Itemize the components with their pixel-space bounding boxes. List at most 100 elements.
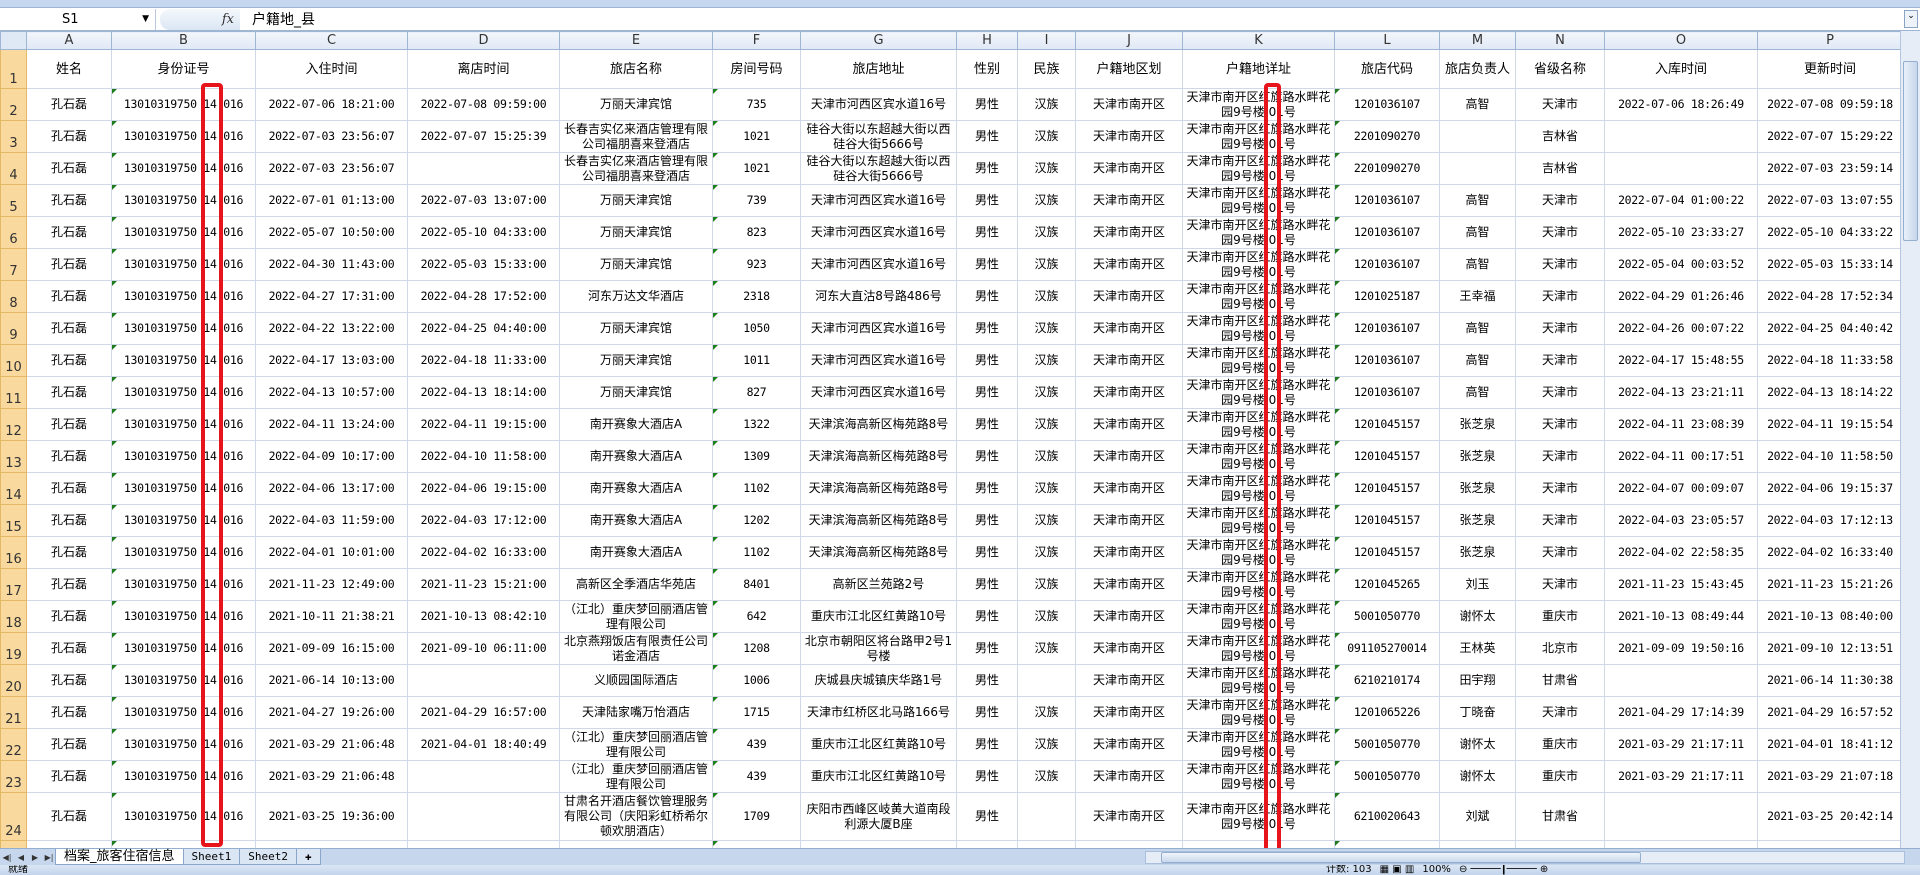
cell-P19[interactable]: 2021-09-10 12:13:51 (1757, 632, 1903, 665)
cell-B16[interactable]: 13010319750 14 016 (111, 536, 256, 569)
cell-D10[interactable]: 2022-04-18 11:33:00 (407, 344, 560, 377)
cell-D14[interactable]: 2022-04-06 19:15:00 (407, 472, 560, 505)
cell-H24[interactable]: 男性 (956, 792, 1018, 841)
zoom-slider[interactable]: ⊖ ─────┃───── ⊕ (1458, 865, 1549, 875)
cell-B22[interactable]: 13010319750 14 016 (111, 728, 256, 761)
cell-O5[interactable]: 2022-07-04 01:00:22 (1604, 184, 1758, 217)
cell-C17[interactable]: 2021-11-23 12:49:00 (255, 568, 408, 601)
cell-C8[interactable]: 2022-04-27 17:31:00 (255, 280, 408, 313)
cell-G3[interactable]: 硅谷大街以东超越大街以西硅谷大街5666号 (800, 120, 957, 153)
header-cell[interactable]: 旅店名称 (559, 49, 713, 89)
cell-M21[interactable]: 丁晓奋 (1439, 696, 1516, 729)
cell-F12[interactable]: 1322 (712, 408, 801, 441)
zoom-level[interactable]: 100% (1422, 865, 1451, 875)
column-header-C[interactable]: C (255, 31, 408, 50)
cell-M4[interactable] (1439, 152, 1516, 185)
header-cell[interactable]: 性别 (956, 49, 1018, 89)
cell-O20[interactable] (1604, 664, 1758, 697)
cell-D22[interactable]: 2021-04-01 18:40:49 (407, 728, 560, 761)
cell-O3[interactable] (1604, 120, 1758, 153)
cell-C14[interactable]: 2022-04-06 13:17:00 (255, 472, 408, 505)
row-header[interactable]: 8 (0, 280, 27, 313)
cell-E5[interactable]: 万丽天津宾馆 (559, 184, 713, 217)
vertical-scroll-thumb[interactable] (1903, 61, 1918, 241)
cell-M3[interactable] (1439, 120, 1516, 153)
cell-B19[interactable]: 13010319750 14 016 (111, 632, 256, 665)
cell-D12[interactable]: 2022-04-11 19:15:00 (407, 408, 560, 441)
cell-B8[interactable]: 13010319750 14 016 (111, 280, 256, 313)
cell-H12[interactable]: 男性 (956, 408, 1018, 441)
row-header[interactable]: 4 (0, 152, 27, 185)
cell-D4[interactable] (407, 152, 560, 185)
cell-K5[interactable]: 天津市南开区红旗路水畔花园9号楼 01号 (1182, 184, 1335, 217)
cell-A6[interactable]: 孔石磊 (26, 216, 112, 249)
cell-C4[interactable]: 2022-07-03 23:56:07 (255, 152, 408, 185)
cell-H5[interactable]: 男性 (956, 184, 1018, 217)
cell-M8[interactable]: 王幸福 (1439, 280, 1516, 313)
cell-E24[interactable]: 甘肃名开酒店餐饮管理服务有限公司（庆阳彩虹桥希尔顿欢朋酒店） (559, 792, 713, 841)
cell-B10[interactable]: 13010319750 14 016 (111, 344, 256, 377)
cell-F18[interactable]: 642 (712, 600, 801, 633)
formula-input[interactable]: 户籍地_县 (252, 12, 315, 28)
cell-I14[interactable]: 汉族 (1017, 472, 1076, 505)
cell-J8[interactable]: 天津市南开区 (1075, 280, 1183, 313)
cell-F2[interactable]: 735 (712, 88, 801, 121)
cell-J7[interactable]: 天津市南开区 (1075, 248, 1183, 281)
cell-A24[interactable]: 孔石磊 (26, 792, 112, 841)
cell-J15[interactable]: 天津市南开区 (1075, 504, 1183, 537)
cell-M18[interactable]: 谢怀太 (1439, 600, 1516, 633)
cell-N22[interactable]: 重庆市 (1515, 728, 1605, 761)
cell-M23[interactable]: 谢怀太 (1439, 760, 1516, 793)
dropdown-arrow-icon[interactable]: ▼ (142, 14, 149, 24)
cell-K10[interactable]: 天津市南开区红旗路水畔花园9号楼 01号 (1182, 344, 1335, 377)
cell-L12[interactable]: 1201045157 (1334, 408, 1440, 441)
row-header[interactable]: 15 (0, 504, 27, 537)
cell-N19[interactable]: 北京市 (1515, 632, 1605, 665)
cell-O24[interactable] (1604, 792, 1758, 841)
cell-J3[interactable]: 天津市南开区 (1075, 120, 1183, 153)
cell-B9[interactable]: 13010319750 14 016 (111, 312, 256, 345)
header-cell[interactable]: 旅店代码 (1334, 49, 1440, 89)
column-header-P[interactable]: P (1757, 31, 1903, 50)
column-header-F[interactable]: F (712, 31, 801, 50)
cell-J6[interactable]: 天津市南开区 (1075, 216, 1183, 249)
cell-J22[interactable]: 天津市南开区 (1075, 728, 1183, 761)
cell-A16[interactable]: 孔石磊 (26, 536, 112, 569)
cell-G15[interactable]: 天津滨海高新区梅苑路8号 (800, 504, 957, 537)
cell-H18[interactable]: 男性 (956, 600, 1018, 633)
cell-E22[interactable]: （江北）重庆梦回丽酒店管理有限公司 (559, 728, 713, 761)
last-sheet-icon[interactable]: ▶| (44, 852, 54, 862)
cell-C10[interactable]: 2022-04-17 13:03:00 (255, 344, 408, 377)
cell-F11[interactable]: 827 (712, 376, 801, 409)
cell-E14[interactable]: 南开赛象大酒店A (559, 472, 713, 505)
cell-C3[interactable]: 2022-07-03 23:56:07 (255, 120, 408, 153)
cell-D20[interactable] (407, 664, 560, 697)
cell-M14[interactable]: 张芝泉 (1439, 472, 1516, 505)
cell-I13[interactable]: 汉族 (1017, 440, 1076, 473)
cell-C21[interactable]: 2021-04-27 19:26:00 (255, 696, 408, 729)
cell-E20[interactable]: 义顺园国际酒店 (559, 664, 713, 697)
cell-L16[interactable]: 1201045157 (1334, 536, 1440, 569)
cell-C23[interactable]: 2021-03-29 21:06:48 (255, 760, 408, 793)
cell-O8[interactable]: 2022-04-29 01:26:46 (1604, 280, 1758, 313)
cell-J20[interactable]: 天津市南开区 (1075, 664, 1183, 697)
cell-G21[interactable]: 天津市红桥区北马路166号 (800, 696, 957, 729)
cell-G12[interactable]: 天津滨海高新区梅苑路8号 (800, 408, 957, 441)
cell-H6[interactable]: 男性 (956, 216, 1018, 249)
cell-P13[interactable]: 2022-04-10 11:58:50 (1757, 440, 1903, 473)
cell-P21[interactable]: 2021-04-29 16:57:52 (1757, 696, 1903, 729)
cell-M10[interactable]: 高智 (1439, 344, 1516, 377)
cell-N3[interactable]: 吉林省 (1515, 120, 1605, 153)
cell-K13[interactable]: 天津市南开区红旗路水畔花园9号楼 01号 (1182, 440, 1335, 473)
expand-formula-bar-icon[interactable]: ⌄ (1904, 10, 1918, 28)
cell-D24[interactable] (407, 792, 560, 841)
cell-K23[interactable]: 天津市南开区红旗路水畔花园9号楼 01号 (1182, 760, 1335, 793)
cell-K4[interactable]: 天津市南开区红旗路水畔花园9号楼 01号 (1182, 152, 1335, 185)
cell-B6[interactable]: 13010319750 14 016 (111, 216, 256, 249)
cell-N13[interactable]: 天津市 (1515, 440, 1605, 473)
cell-D11[interactable]: 2022-04-13 18:14:00 (407, 376, 560, 409)
cell-J5[interactable]: 天津市南开区 (1075, 184, 1183, 217)
row-header[interactable]: 5 (0, 184, 27, 217)
cell-K20[interactable]: 天津市南开区红旗路水畔花园9号楼 01号 (1182, 664, 1335, 697)
cell-I2[interactable]: 汉族 (1017, 88, 1076, 121)
